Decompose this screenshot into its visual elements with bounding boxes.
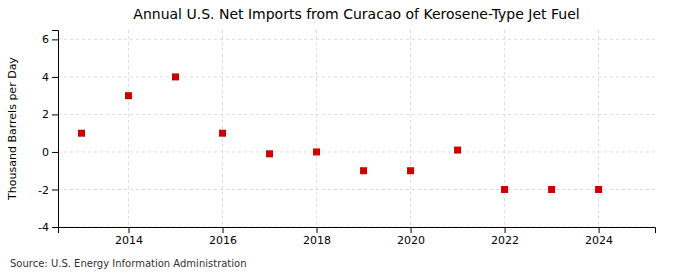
point — [313, 148, 320, 155]
grid-line-x — [222, 30, 223, 227]
point — [266, 150, 273, 157]
grid-line-x — [128, 30, 129, 227]
x-tick-label: 2022 — [491, 234, 519, 247]
y-tick-label: 6 — [42, 33, 49, 46]
x-tick-mark — [129, 227, 130, 233]
point — [219, 130, 226, 137]
x-tick: 2024 — [585, 227, 613, 247]
x-tick-label: 2016 — [209, 234, 237, 247]
y-tick-mark — [52, 114, 58, 115]
x-tick-mark — [317, 227, 318, 233]
y-axis: -4 -2 0 2 4 6 — [38, 31, 58, 235]
grid-line-y — [58, 114, 655, 115]
title: Annual U.S. Net Imports from Curacao of … — [133, 6, 579, 22]
y-tick: 0 — [42, 146, 58, 159]
y-tick-mark — [52, 227, 58, 228]
x-axis-line — [59, 228, 656, 234]
grid-line-x — [598, 30, 599, 227]
point — [172, 73, 179, 80]
x-tick: 2014 — [115, 227, 143, 247]
point — [125, 92, 132, 99]
grid-line-x — [410, 30, 411, 227]
y-tick-mark — [52, 189, 58, 190]
point — [454, 147, 461, 154]
annotation: Source: U.S. Energy Information Administ… — [10, 258, 247, 269]
point — [360, 167, 367, 174]
grid-line-y — [58, 76, 655, 77]
x-tick-mark — [505, 227, 506, 233]
x-tick-label: 2018 — [303, 234, 331, 247]
point — [501, 186, 508, 193]
point — [548, 186, 555, 193]
y-tick: -2 — [38, 183, 58, 196]
x-tick-mark — [599, 227, 600, 233]
y-tick-mark — [52, 77, 58, 78]
x-tick-label: 2014 — [115, 234, 143, 247]
y-tick-label: -4 — [38, 221, 49, 234]
y-tick-mark — [52, 39, 58, 40]
y-tick-label: 4 — [42, 71, 49, 84]
x-tick: 2016 — [209, 227, 237, 247]
grid-line-x — [316, 30, 317, 227]
point — [78, 130, 85, 137]
plot: 2014 2016 2018 2020 2022 2024 -4 -2 0 2 4 6 — [38, 30, 655, 247]
y-tick-label: 0 — [42, 146, 49, 159]
y-tick-mark — [52, 152, 58, 153]
x-tick-label: 2024 — [585, 234, 613, 247]
grid-line-x — [504, 30, 505, 227]
chart: 2014 2016 2018 2020 2022 2024 -4 -2 0 2 4 6 Annual U… — [0, 0, 675, 275]
point — [595, 186, 602, 193]
x-tick-mark — [223, 227, 224, 233]
x-tick: 2022 — [491, 227, 519, 247]
y-axis-line — [52, 31, 59, 228]
x-tick-label: 2020 — [397, 234, 425, 247]
y-tick: 6 — [42, 33, 58, 46]
y-tick-label: -2 — [38, 183, 49, 196]
x-axis: 2014 2016 2018 2020 2022 2024 — [59, 227, 656, 247]
y-tick: 2 — [42, 108, 58, 121]
y-axis-label: Thousand Barrels per Day — [6, 57, 19, 201]
x-tick-mark — [411, 227, 412, 233]
y-tick-label: 2 — [42, 108, 49, 121]
x-tick: 2020 — [397, 227, 425, 247]
x-tick: 2018 — [303, 227, 331, 247]
grid-line-y — [58, 151, 655, 152]
grid-line-y — [58, 39, 655, 40]
grid — [58, 30, 655, 227]
y-tick: 4 — [42, 71, 58, 84]
point — [407, 167, 414, 174]
y-tick: -4 — [38, 221, 58, 234]
points — [78, 73, 602, 193]
grid-line-y — [58, 189, 655, 190]
